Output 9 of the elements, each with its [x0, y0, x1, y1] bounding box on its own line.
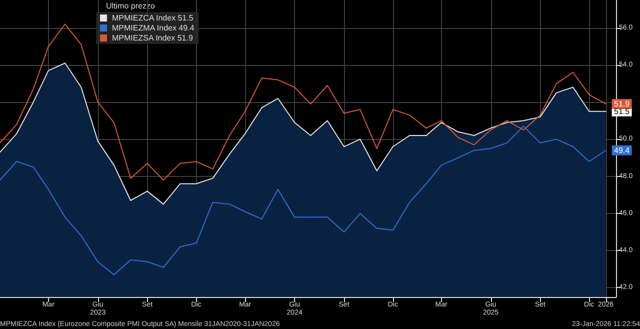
legend-label: MPMIEZMA Index 49.4	[112, 24, 195, 32]
annotation: 51.5	[614, 106, 630, 116]
line-series	[0, 126, 606, 276]
annotation: 49.4	[614, 146, 630, 155]
line-series	[0, 24, 606, 181]
annotation: 51.9	[614, 99, 630, 108]
legend-title: Ultimo prezzo	[106, 2, 156, 10]
legend-label: MPMIEZCA Index 51.5	[112, 14, 194, 22]
legend-label: MPMIEZSA Index 51.9	[112, 34, 194, 42]
